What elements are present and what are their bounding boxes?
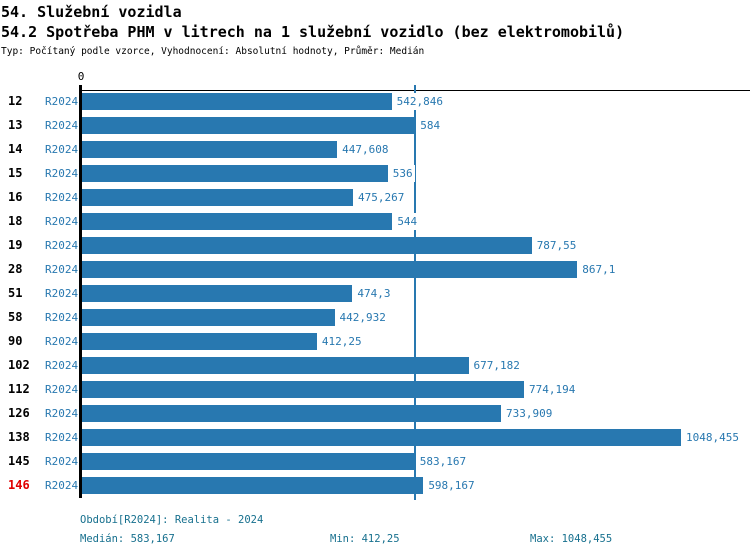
median-line: [413, 85, 416, 500]
chart-meta-info: Typ: Počítaný podle vzorce, Vyhodnocení:…: [1, 46, 425, 57]
bar-value-label: 474,3: [355, 285, 393, 302]
chart-row: 14 R2024 447,608: [0, 141, 750, 158]
bar: [81, 333, 317, 350]
row-id-label: 16: [8, 190, 23, 204]
row-id-label: 90: [8, 334, 23, 348]
series-label: R2024: [45, 191, 79, 204]
bar: [81, 93, 392, 110]
row-id-label: 12: [8, 94, 23, 108]
series-label: R2024: [45, 239, 79, 252]
axis-zero-tick-label: 0: [77, 70, 85, 83]
bar-value-label: 787,55: [534, 237, 579, 254]
series-label: R2024: [45, 143, 79, 156]
series-label: R2024: [45, 167, 79, 180]
series-label: R2024: [45, 215, 79, 228]
bar: [81, 141, 338, 158]
bar-value-label: 475,267: [355, 189, 407, 206]
bar-value-label: 733,909: [503, 405, 555, 422]
series-label: R2024: [45, 95, 79, 108]
chart-row: 15 R2024 536: [0, 165, 750, 182]
bar: [81, 477, 424, 494]
bar-value-label: 447,608: [340, 141, 391, 158]
row-id-label: 138: [8, 430, 30, 444]
footer-median: Medián: 583,167: [80, 533, 175, 545]
bar-value-label: 442,932: [337, 309, 388, 326]
bar-value-label: 583,167: [417, 453, 469, 470]
chart-row: 28 R2024 867,1: [0, 261, 750, 278]
series-label: R2024: [45, 479, 79, 492]
row-id-label: 145: [8, 454, 30, 468]
row-id-label: 102: [8, 358, 30, 372]
series-label: R2024: [45, 287, 79, 300]
chart-row: 145 R2024 583,167: [0, 453, 750, 470]
series-label: R2024: [45, 263, 79, 276]
series-label: R2024: [45, 359, 79, 372]
bar-value-label: 542,846: [394, 93, 445, 110]
row-id-label: 13: [8, 118, 23, 132]
chart-row: 12 R2024 542,846: [0, 93, 750, 110]
bar: [81, 117, 416, 134]
series-label: R2024: [45, 119, 79, 132]
bar: [81, 261, 578, 278]
series-label: R2024: [45, 431, 79, 444]
footer-period: Období[R2024]: Realita - 2024: [80, 514, 264, 526]
chart-row: 19 R2024 787,55: [0, 237, 750, 254]
bar-value-label: 412,25: [319, 333, 364, 350]
row-id-label: 146: [8, 478, 30, 492]
row-id-label: 18: [8, 214, 23, 228]
chart-row: 16 R2024 475,267: [0, 189, 750, 206]
bar-value-label: 544: [395, 213, 420, 230]
bar-value-label: 774,194: [527, 381, 578, 398]
row-id-label: 51: [8, 286, 23, 300]
bar: [81, 357, 469, 374]
bar: [81, 285, 353, 302]
page-title: 54. Služební vozidla: [1, 3, 182, 21]
chart-row: 58 R2024 442,932: [0, 309, 750, 326]
chart-row: 112 R2024 774,194: [0, 381, 750, 398]
chart-row: 51 R2024 474,3: [0, 285, 750, 302]
chart-row: 13 R2024 584: [0, 117, 750, 134]
chart-row: 90 R2024 412,25: [0, 333, 750, 350]
bar: [81, 213, 393, 230]
row-id-label: 15: [8, 166, 23, 180]
bar-value-label: 677,182: [471, 357, 522, 374]
series-label: R2024: [45, 383, 79, 396]
chart-row: 102 R2024 677,182: [0, 357, 750, 374]
bar-value-label: 1048,455: [684, 429, 741, 446]
bar: [81, 381, 524, 398]
chart-row: 126 R2024 733,909: [0, 405, 750, 422]
chart-row: 146 R2024 598,167: [0, 477, 750, 494]
bar: [81, 453, 415, 470]
bar: [81, 165, 388, 182]
bar-value-label: 867,1: [580, 261, 618, 278]
chart-row: 138 R2024 1048,455: [0, 429, 750, 446]
bar: [81, 405, 501, 422]
bar: [81, 237, 532, 254]
series-label: R2024: [45, 455, 79, 468]
row-id-label: 126: [8, 406, 30, 420]
row-id-label: 14: [8, 142, 23, 156]
series-label: R2024: [45, 335, 79, 348]
row-id-label: 112: [8, 382, 30, 396]
bar-value-label: 584: [418, 117, 443, 134]
series-label: R2024: [45, 311, 79, 324]
bar: [81, 429, 681, 446]
chart-row: 18 R2024 544: [0, 213, 750, 230]
row-id-label: 58: [8, 310, 23, 324]
row-id-label: 19: [8, 238, 23, 252]
series-label: R2024: [45, 407, 79, 420]
axis-y-line: [79, 85, 82, 498]
bar: [81, 189, 353, 206]
chart-subtitle: 54.2 Spotřeba PHM v litrech na 1 služebn…: [1, 23, 625, 41]
bar-value-label: 598,167: [426, 477, 477, 494]
bar: [81, 309, 335, 326]
footer-max: Max: 1048,455: [530, 533, 613, 545]
footer-min: Min: 412,25: [330, 533, 400, 545]
bar-value-label: 536: [390, 165, 415, 182]
row-id-label: 28: [8, 262, 23, 276]
